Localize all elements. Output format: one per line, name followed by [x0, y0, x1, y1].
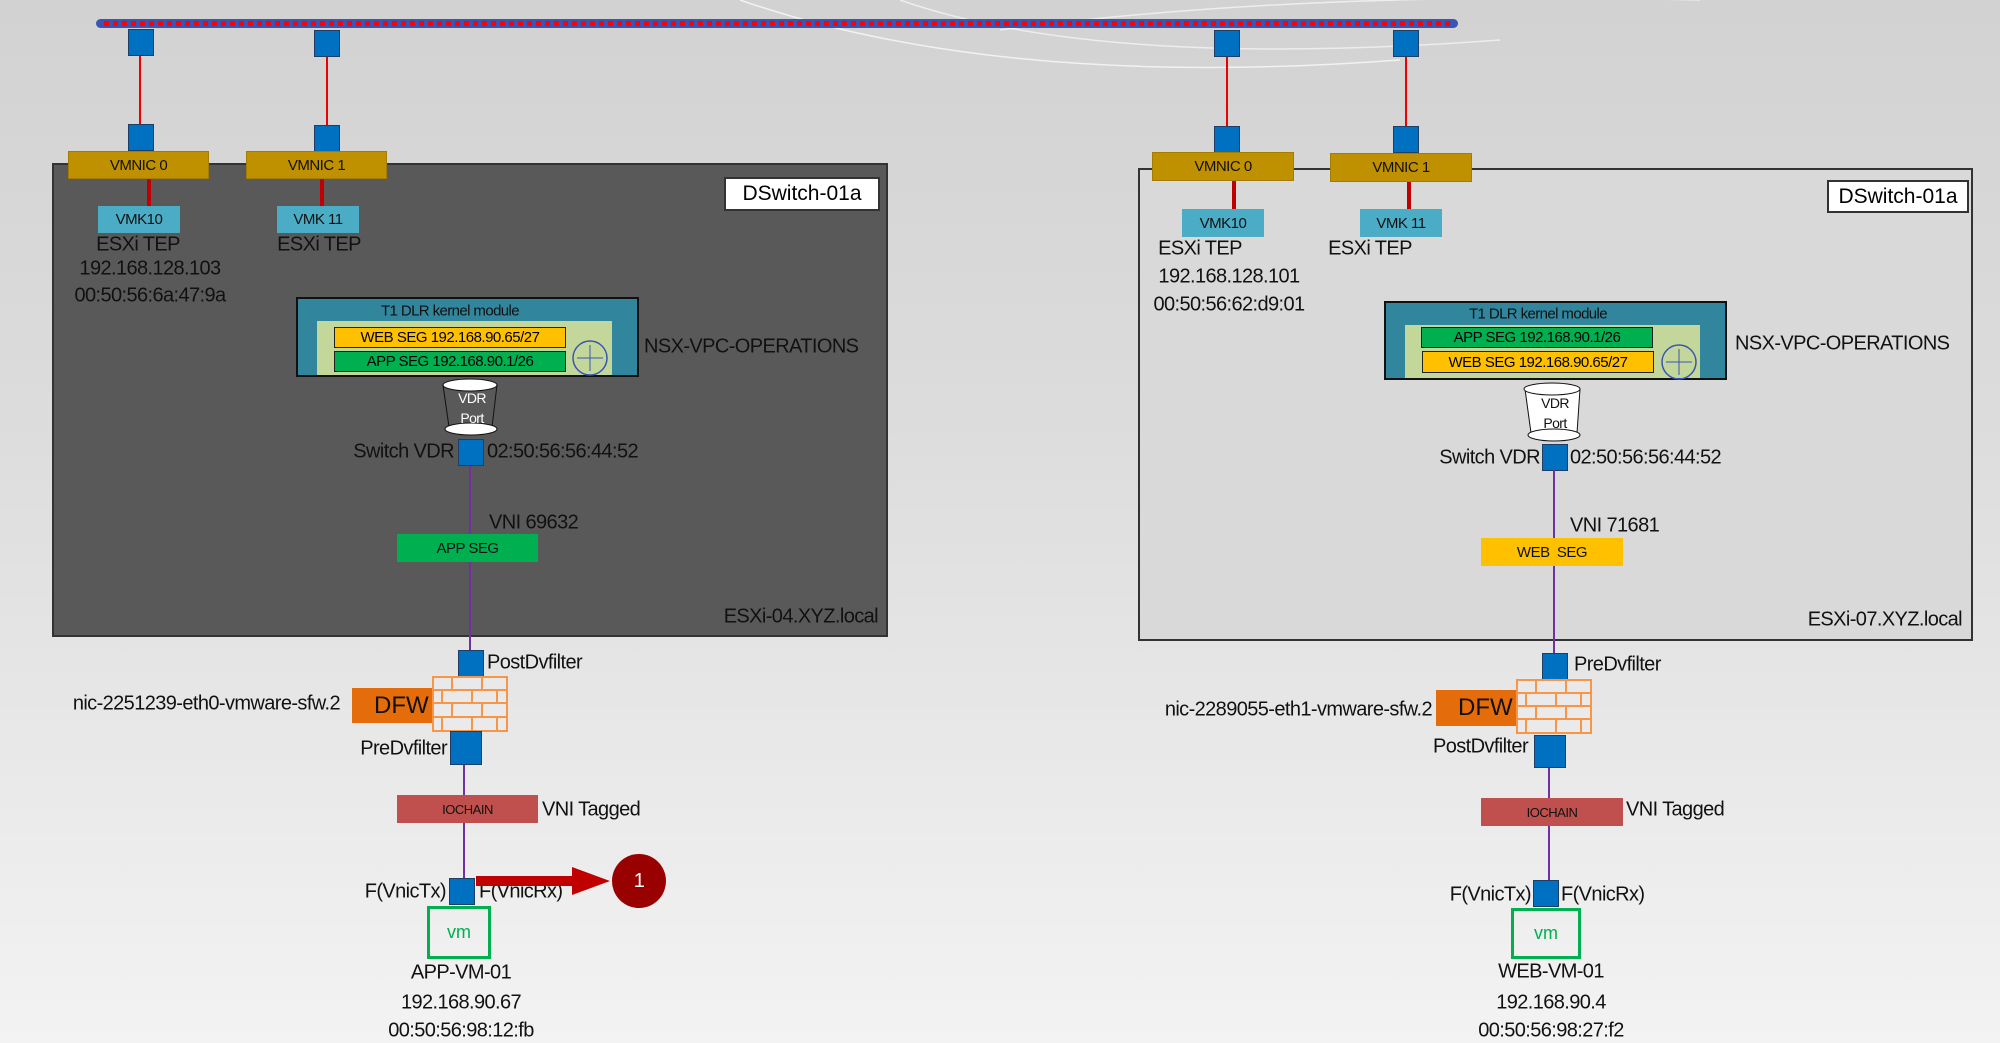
vdr-port-label: VDR Port [458, 390, 486, 426]
router-icon [572, 340, 608, 376]
vm-ip: 192.168.90.67 [400, 991, 522, 1014]
uplink-line [1405, 56, 1407, 138]
vm-ip: 192.168.90.4 [1496, 991, 1606, 1014]
gateway-label: NSX-VPC-OPERATIONS [1735, 332, 1950, 355]
tep-mac: 00:50:56:62:d9:01 [1153, 293, 1305, 316]
app-seg-interface: APP SEG 192.168.90.1/26 [1421, 327, 1653, 348]
uplink-port [1214, 126, 1240, 153]
vm-name: WEB-VM-01 [1498, 960, 1604, 983]
vm-name: APP-VM-01 [410, 961, 512, 984]
host-name: ESXi-07.XYZ.local [1807, 608, 1963, 631]
uplink-port [314, 125, 340, 152]
vnic-port [449, 878, 475, 905]
vmk11: VMK 11 [1360, 209, 1442, 237]
dswitch-label: DSwitch-01a [724, 177, 880, 211]
vmnic1: VMNIC 1 [246, 151, 387, 179]
vm-icon: vm [427, 906, 491, 959]
dfw-box: DFW [1436, 690, 1516, 726]
pre-dvfilter-port [450, 731, 482, 765]
vdr-mac: 02:50:56:56:44:52 [487, 440, 639, 463]
pre-dvfilter-label: PreDvfilter [1574, 653, 1661, 676]
vdr-port-cylinder [1523, 382, 1581, 442]
uplink-line [1226, 56, 1228, 138]
tep-ip: 192.168.128.103 [79, 257, 221, 280]
host-name: ESXi-04.XYZ.local [723, 605, 879, 628]
vdr-mac: 02:50:56:56:44:52 [1570, 446, 1722, 469]
segment-box: WEB SEG [1481, 538, 1623, 566]
transport-bus-dots [104, 21, 1454, 26]
vnic-port [1533, 880, 1559, 907]
switch-vdr-label: Switch VDR [353, 440, 454, 463]
post-dvfilter-label: PostDvfilter [487, 651, 583, 674]
vni-label: VNI 69632 [489, 511, 579, 534]
dfw-box: DFW [352, 688, 432, 723]
gateway-label: NSX-VPC-OPERATIONS [644, 335, 859, 358]
uplink-port [128, 124, 154, 151]
callout-badge[interactable]: 1 [612, 854, 666, 908]
bus-port [1214, 30, 1240, 57]
arrow-icon [476, 867, 610, 895]
web-seg-interface: WEB SEG 192.168.90.65/27 [1422, 351, 1654, 373]
iochain-box: IOCHAIN [397, 795, 538, 823]
vmnic0: VMNIC 0 [1152, 152, 1294, 181]
vnic-tx-label: F(VnicTx) [1449, 883, 1532, 906]
vmk11: VMK 11 [277, 206, 359, 233]
firewall-icon [432, 676, 508, 732]
web-seg-interface: WEB SEG 192.168.90.65/27 [334, 327, 566, 348]
dswitch-label: DSwitch-01a [1827, 180, 1969, 213]
vmk-link [320, 179, 324, 206]
uplink-line [139, 56, 141, 136]
iochain-box: IOCHAIN [1481, 798, 1623, 826]
tep-mac: 00:50:56:6a:47:9a [74, 284, 226, 307]
vnic-rx-label: F(VnicRx) [1561, 883, 1645, 906]
vm-mac: 00:50:56:98:12:fb [388, 1019, 534, 1042]
filter-name: nic-2289055-eth1-vmware-sfw.2 [1164, 698, 1433, 721]
vm-icon: vm [1511, 908, 1581, 959]
segment-box: APP SEG [397, 534, 538, 562]
post-dvfilter-port [458, 650, 484, 677]
post-dvfilter-label: PostDvfilter [1432, 735, 1529, 758]
router-icon [1661, 344, 1697, 380]
filter-name: nic-2251239-eth0-vmware-sfw.2 [72, 692, 341, 715]
bus-port [314, 30, 340, 57]
vmnic0: VMNIC 0 [68, 151, 209, 179]
uplink-port [1393, 126, 1419, 153]
vmk10: VMK10 [1182, 209, 1264, 237]
pre-dvfilter-label: PreDvfilter [360, 737, 447, 760]
vni-label: VNI 71681 [1570, 514, 1660, 537]
vmk10: VMK10 [98, 206, 180, 233]
dlr-title: T1 DLR kernel module [380, 302, 520, 320]
vm-mac: 00:50:56:98:27:f2 [1478, 1019, 1624, 1042]
tep-label: ESXi TEP [1328, 237, 1412, 260]
dlr-title: T1 DLR kernel module [1468, 305, 1608, 323]
vmk-link [1232, 181, 1236, 210]
tep-label: ESXi TEP [96, 233, 180, 256]
app-seg-interface: APP SEG 192.168.90.1/26 [334, 351, 566, 372]
vdr-port-cylinder [442, 378, 498, 436]
vni-tagged-label: VNI Tagged [542, 798, 641, 821]
switch-vdr-port [458, 439, 484, 466]
switch-vdr-port [1542, 444, 1568, 471]
uplink-line [326, 56, 328, 136]
pre-dvfilter-port [1542, 653, 1568, 680]
tep-label: ESXi TEP [277, 233, 361, 256]
vmk-link [147, 179, 151, 206]
vmnic1: VMNIC 1 [1330, 153, 1472, 182]
vni-tagged-label: VNI Tagged [1626, 798, 1725, 821]
bus-port [128, 29, 154, 56]
bus-port [1393, 30, 1419, 57]
switch-vdr-label: Switch VDR [1439, 446, 1540, 469]
firewall-icon [1516, 679, 1592, 734]
vmk-link [1407, 182, 1411, 210]
post-dvfilter-port [1534, 735, 1566, 768]
tep-label: ESXi TEP [1158, 237, 1242, 260]
tep-ip: 192.168.128.101 [1158, 265, 1300, 288]
vnic-tx-label: F(VnicTx) [364, 880, 447, 903]
vdr-port-label: VDR Port [1541, 395, 1569, 431]
